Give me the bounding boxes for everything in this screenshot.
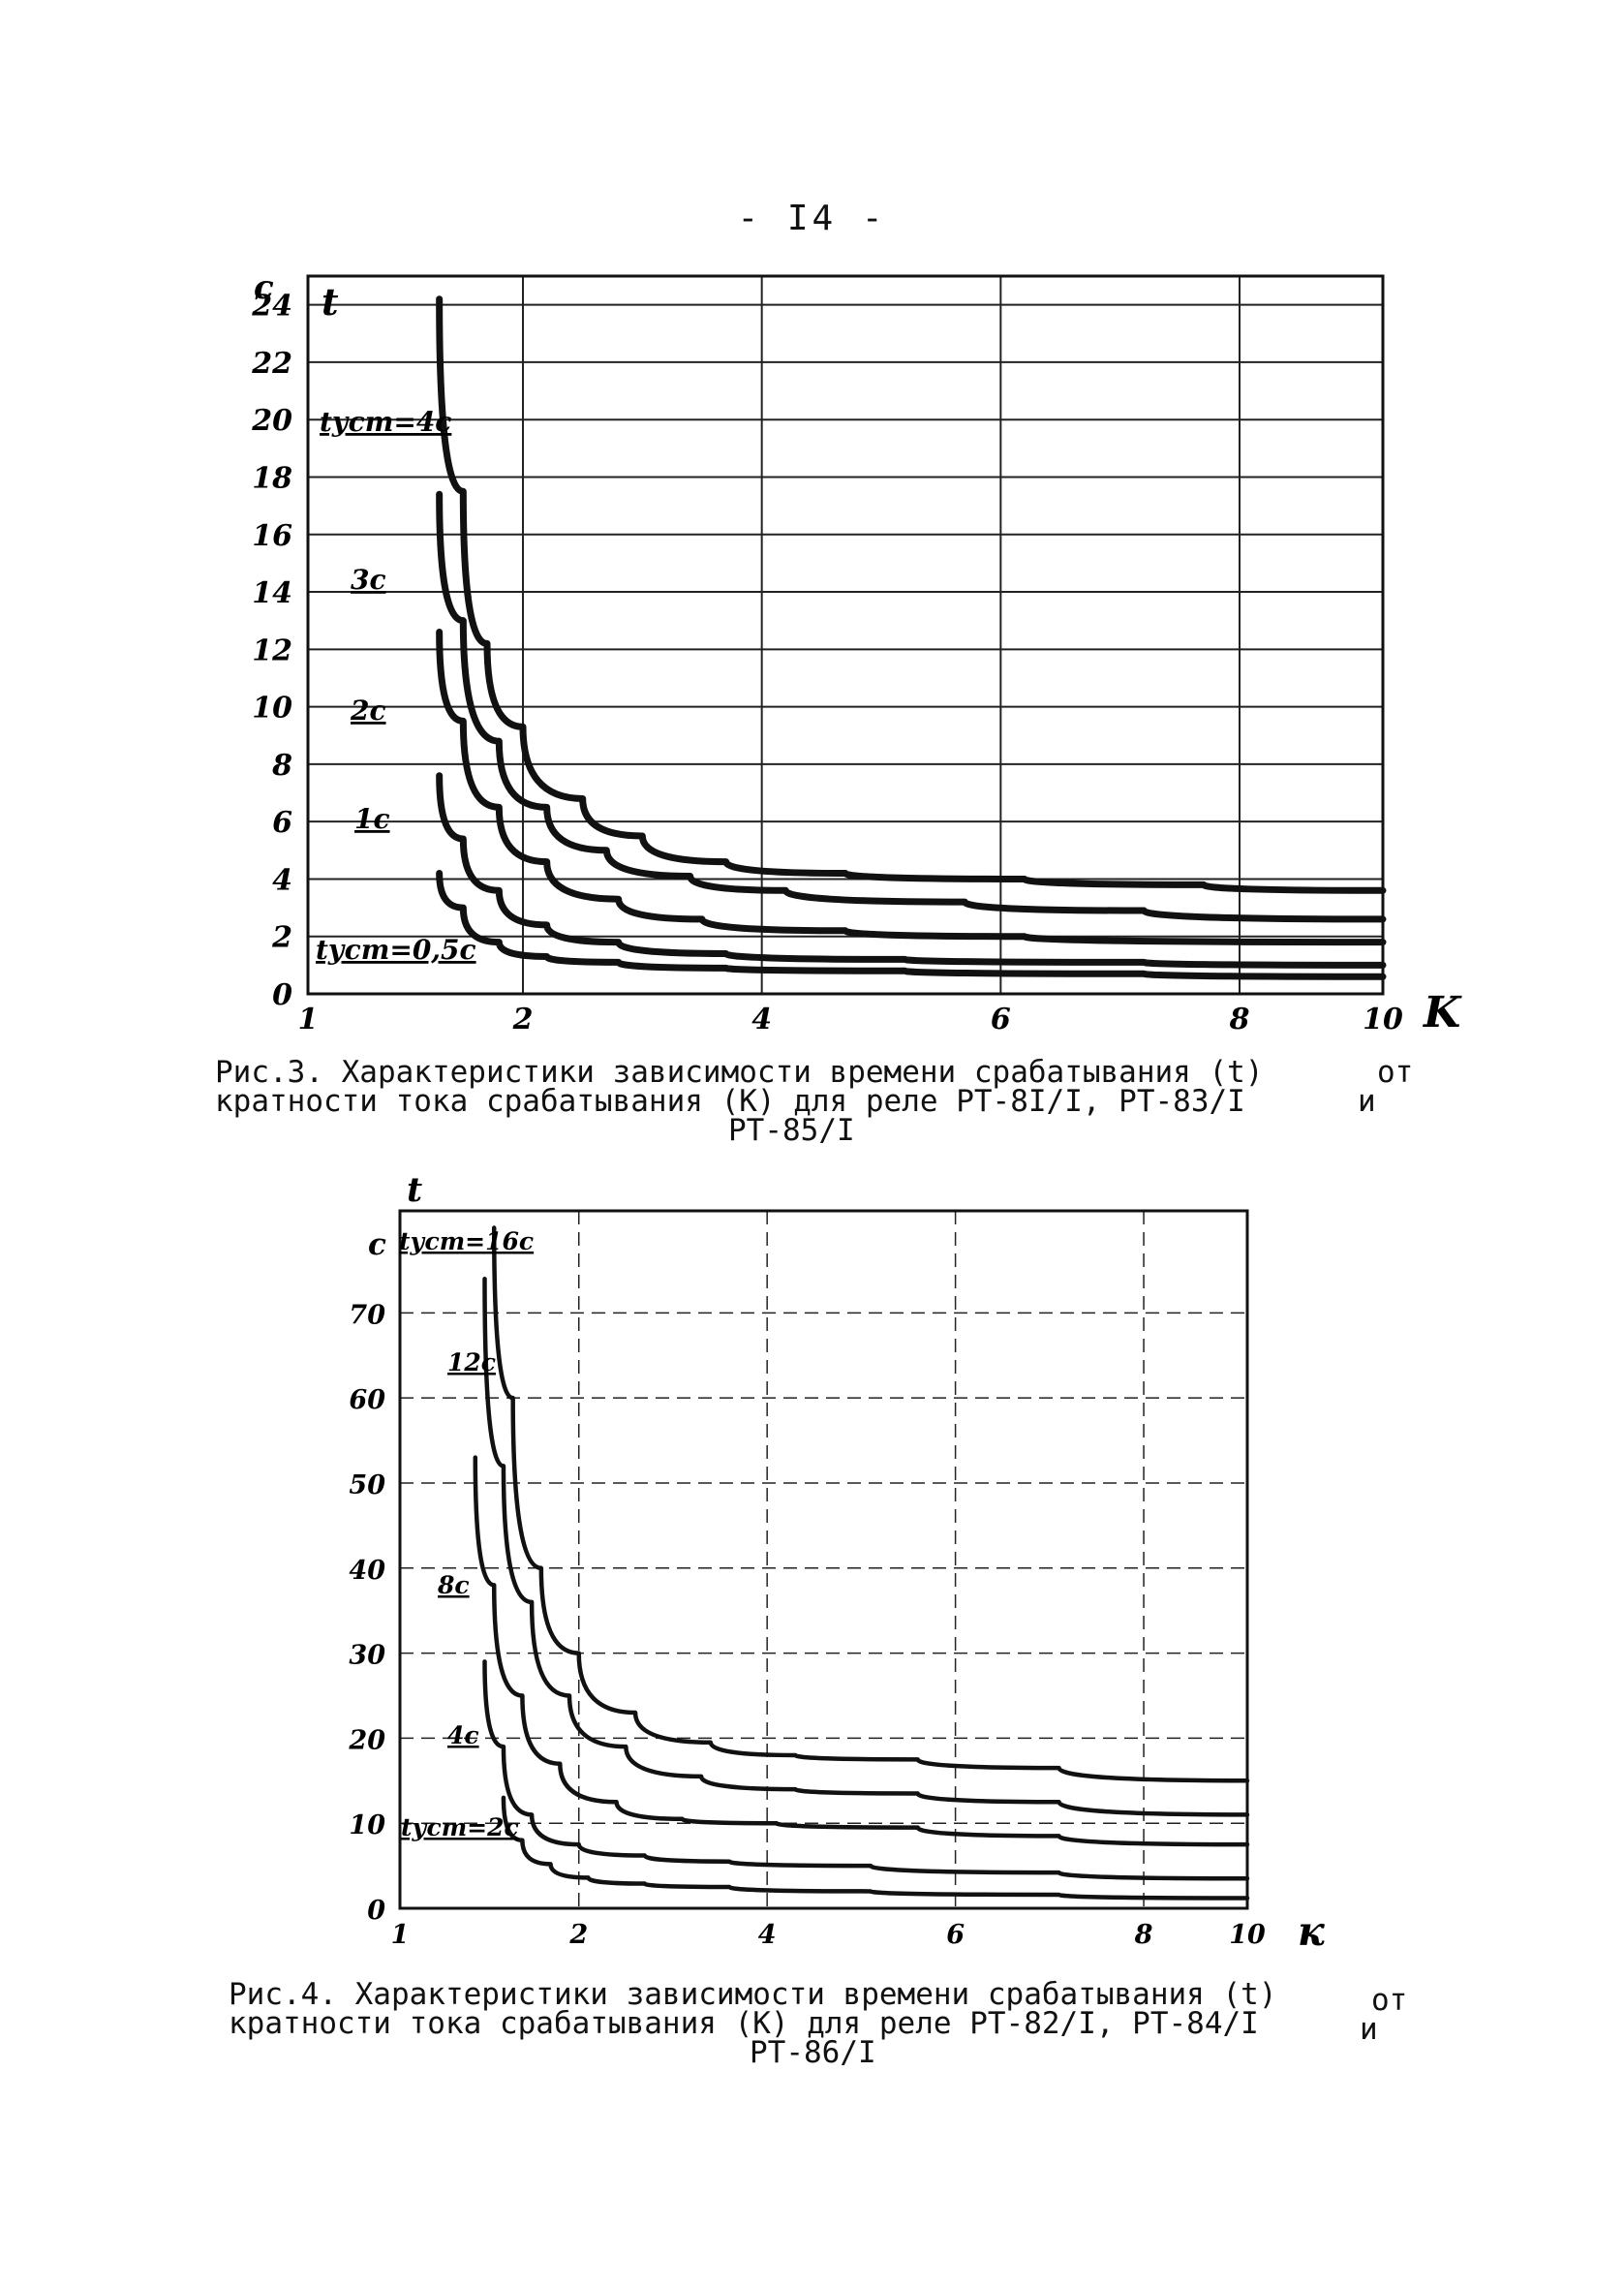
fig4-x-tick-label: 2 bbox=[568, 1920, 588, 1950]
fig3-y-unit: c bbox=[254, 268, 274, 307]
fig4-y-tick-label: 30 bbox=[349, 1641, 385, 1671]
fig3-series-label-3: 2c bbox=[350, 695, 386, 727]
fig3-y-tick-label: 12 bbox=[252, 634, 292, 667]
figure-4-caption-line-2: кратности тока срабатывания (K) для реле… bbox=[229, 2006, 1259, 2041]
fig3-x-axis-label: K bbox=[1422, 988, 1462, 1037]
figure-3-caption-line-2-end: и bbox=[1358, 1084, 1376, 1119]
fig3-x-tick-label: 8 bbox=[1229, 1003, 1250, 1036]
fig4-grid bbox=[400, 1211, 1247, 1908]
fig4-series-line-3 bbox=[473, 1455, 1250, 1847]
fig3-y-tick-label: 8 bbox=[271, 749, 292, 783]
fig4-series-label-1: tуст=16c bbox=[399, 1227, 534, 1255]
fig4-series-label-3: 8c bbox=[437, 1571, 470, 1599]
fig3-y-axis-label: t bbox=[322, 280, 339, 324]
fig3-series-label-5: tуст=0,5c bbox=[316, 934, 476, 966]
page-number: - I4 - bbox=[737, 199, 887, 238]
fig3-x-tick-label: 10 bbox=[1363, 1003, 1403, 1036]
fig4-series-line-1 bbox=[491, 1225, 1250, 1783]
figure-4-caption-line-2-end: и bbox=[1360, 2012, 1378, 2047]
fig3-series-line-5 bbox=[436, 870, 1387, 980]
fig4-series-label-4: 4c bbox=[447, 1721, 479, 1749]
fig4-x-tick-label: 8 bbox=[1134, 1920, 1153, 1950]
fig3-plot-frame bbox=[306, 274, 1385, 996]
fig4-x-tick-label: 6 bbox=[946, 1920, 965, 1950]
figure-3-caption-line-3: РТ-85/I bbox=[728, 1113, 855, 1148]
figure-4-caption-line-3: РТ-86/I bbox=[750, 2035, 876, 2070]
figure-4-chart: 0 10 20 30 40 50 60 70 1 2 4 6 8 10 ct к tуст=16c 12c 8c 4c… bbox=[348, 1170, 1325, 1955]
fig3-y-tick-label: 6 bbox=[272, 806, 292, 840]
fig3-x-tick-label: 1 bbox=[298, 1003, 319, 1036]
fig3-y-tick-label: 24 bbox=[251, 290, 292, 324]
figure-4-caption: Рис.4. Характеристики зависимости времен… bbox=[229, 1980, 1407, 2154]
fig4-y-tick-label: 50 bbox=[349, 1470, 385, 1500]
fig3-x-tick-label: 4 bbox=[751, 1003, 772, 1036]
fig3-series-line-4 bbox=[436, 772, 1387, 969]
figure-3-caption-line-2: кратности тока срабатывания (K) для реле… bbox=[215, 1084, 1245, 1119]
fig4-series-line-4 bbox=[482, 1659, 1250, 1881]
fig3-grid bbox=[308, 276, 1383, 994]
fig4-plot-frame bbox=[398, 1209, 1249, 1910]
fig3-series-line-1 bbox=[436, 295, 1387, 894]
fig4-x-tick-label: 10 bbox=[1229, 1920, 1266, 1950]
fig4-y-axis-label: t bbox=[407, 1170, 422, 1210]
fig4-y-tick-label: 0 bbox=[367, 1896, 385, 1926]
fig3-series-label-2: 3c bbox=[351, 564, 386, 596]
figure-4-caption-line-1: Рис.4. Характеристики зависимости времен… bbox=[229, 1977, 1277, 2012]
fig3-series-label-1: tуст=4c bbox=[320, 406, 451, 438]
fig4-x-axis-label: к bbox=[1298, 1908, 1325, 1955]
fig4-series-label-2: 12c bbox=[447, 1348, 496, 1376]
figure-4-caption-line-1-end: от bbox=[1371, 1983, 1408, 2018]
fig4-x-tick-label: 1 bbox=[391, 1920, 410, 1950]
fig3-y-tick-label: 20 bbox=[251, 404, 292, 438]
fig3-y-tick-label: 22 bbox=[251, 347, 292, 381]
fig4-y-tick-label: 40 bbox=[349, 1556, 385, 1586]
fig4-series-line-2 bbox=[482, 1276, 1250, 1817]
fig4-series-label-5: tуст=2c bbox=[401, 1813, 519, 1841]
figure-3-caption: Рис.3. Характеристики зависимости времен… bbox=[215, 1058, 1413, 1232]
fig3-series-line-3 bbox=[436, 629, 1387, 946]
fig3-y-tick-label: 4 bbox=[272, 863, 292, 897]
fig4-y-tick-label: 10 bbox=[349, 1810, 385, 1840]
fig3-x-tick-label: 2 bbox=[512, 1003, 534, 1036]
fig3-y-tick-label: 14 bbox=[252, 576, 292, 610]
fig3-y-tick-label: 10 bbox=[252, 692, 292, 726]
fig3-y-tick-label: 2 bbox=[271, 921, 292, 955]
fig4-series-line-5 bbox=[501, 1795, 1250, 1901]
fig4-y-tick-label: 20 bbox=[348, 1725, 385, 1755]
fig3-x-tick-label: 6 bbox=[991, 1003, 1011, 1036]
fig3-y-tick-label: 16 bbox=[252, 519, 292, 553]
fig3-y-tick-label: 0 bbox=[272, 978, 292, 1012]
figure-3-caption-line-1-end: от bbox=[1377, 1055, 1414, 1090]
fig4-x-tick-label: 4 bbox=[758, 1920, 777, 1950]
fig4-y-tick-label: 60 bbox=[349, 1385, 385, 1415]
fig4-y-unit: c bbox=[368, 1227, 386, 1262]
fig3-y-tick-label: 18 bbox=[252, 461, 292, 495]
fig3-series-line-2 bbox=[436, 490, 1387, 923]
fig3-series-label-4: 1c bbox=[354, 803, 390, 835]
figure-3-caption-line-1: Рис.3. Характеристики зависимости времен… bbox=[215, 1055, 1264, 1090]
fig4-y-tick-label: 70 bbox=[349, 1300, 385, 1330]
